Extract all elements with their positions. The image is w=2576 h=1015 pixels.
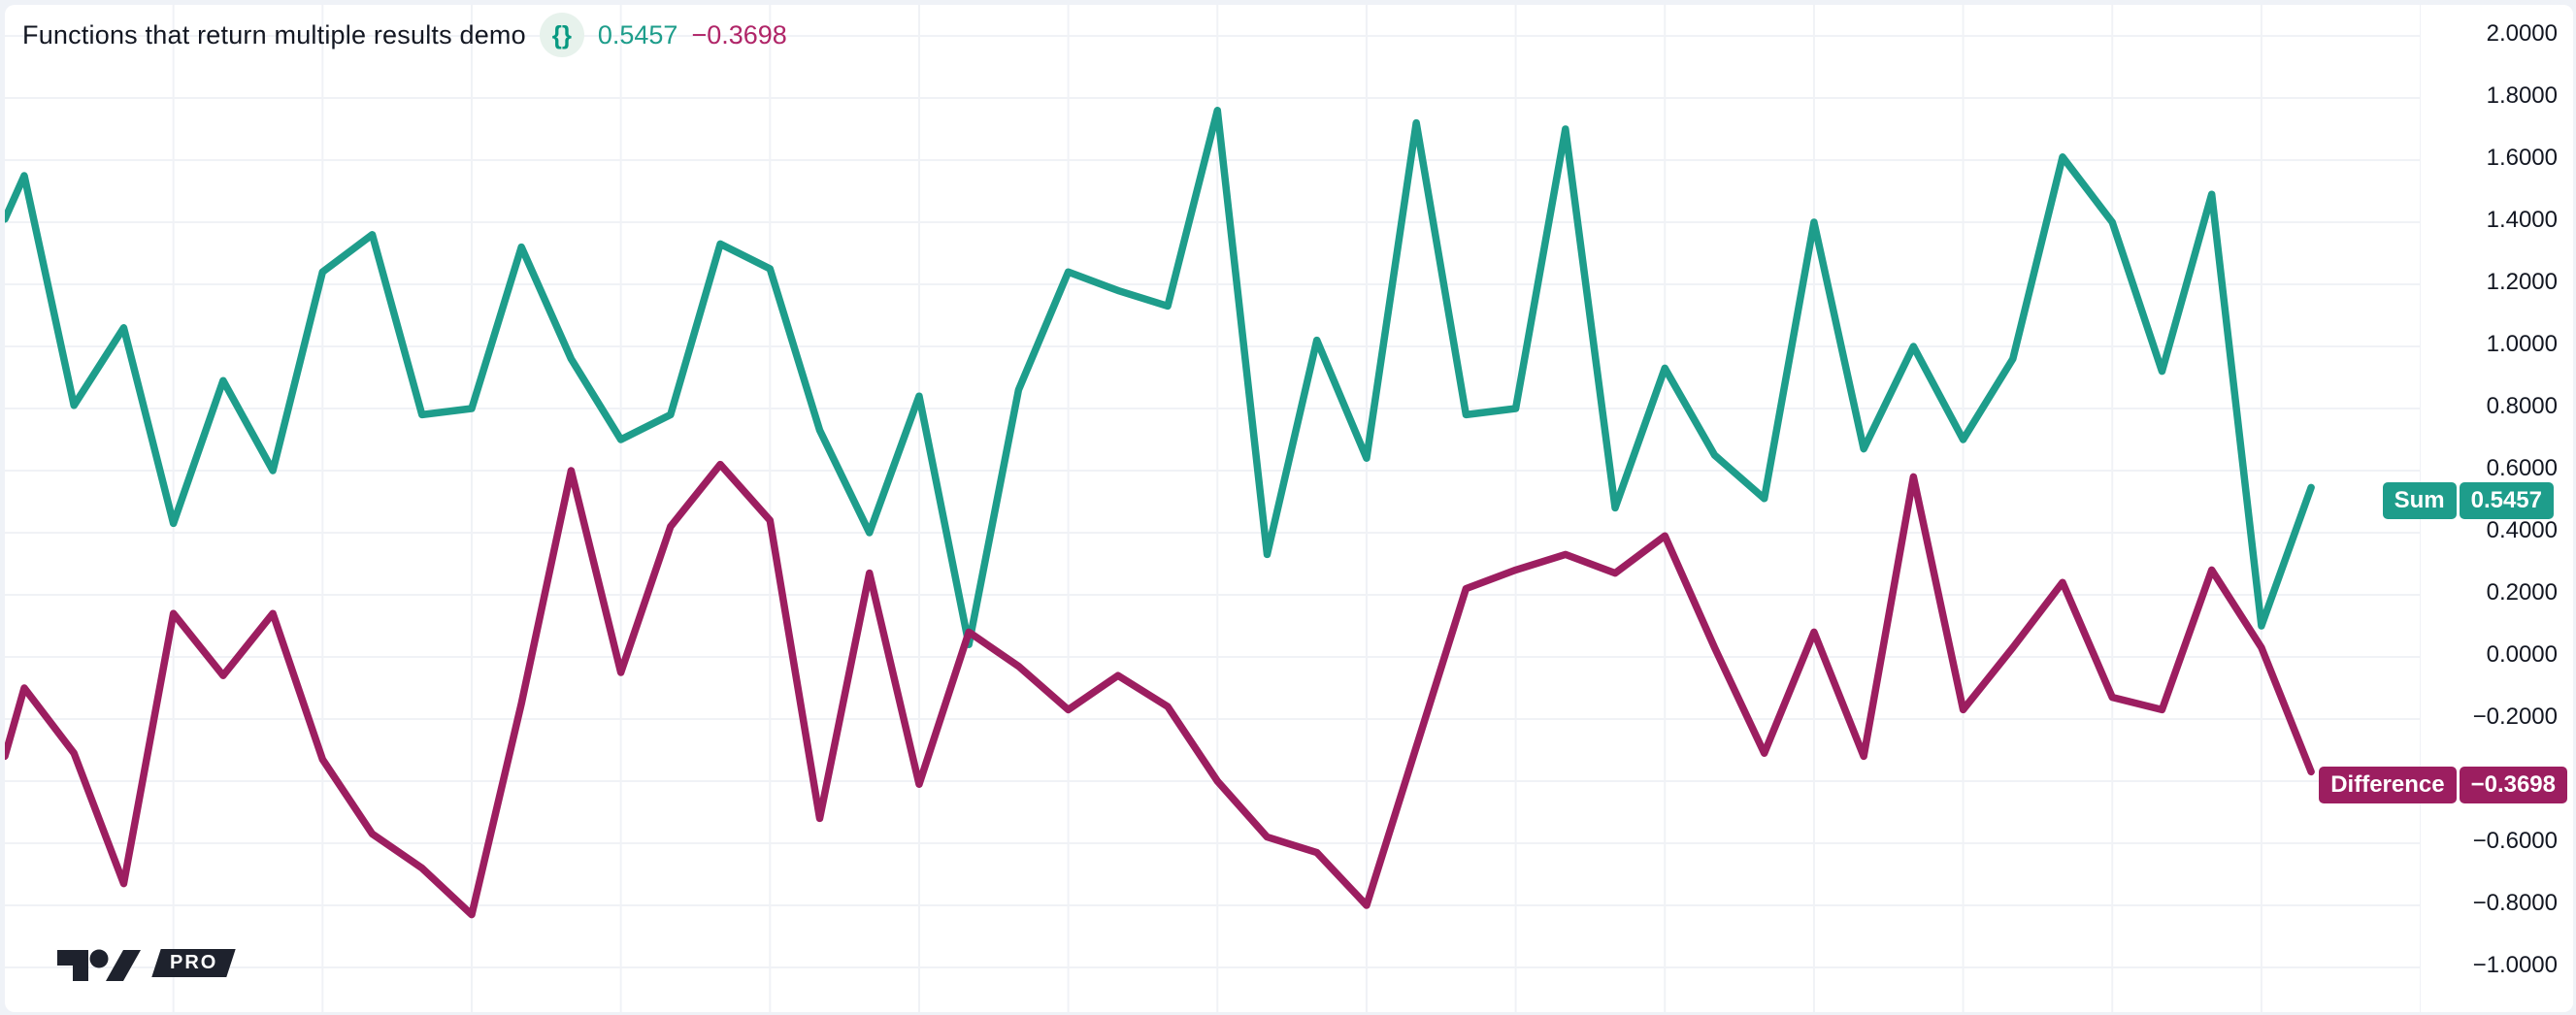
axis-tick-label: −0.6000 — [2472, 828, 2558, 854]
legend-diff-value: −0.3698 — [691, 19, 787, 49]
series-line-difference[interactable] — [5, 460, 2315, 919]
sum-badge-value: 0.5457 — [2459, 482, 2554, 520]
difference-badge-value: −0.3698 — [2459, 767, 2567, 804]
sum-badge-label: Sum — [2382, 482, 2457, 520]
difference-price-badge: Difference −0.3698 — [2319, 767, 2567, 804]
axis-tick-label: 1.4000 — [2486, 207, 2558, 233]
pro-badge-label: PRO — [170, 951, 218, 973]
axis-tick-label: −1.0000 — [2472, 952, 2558, 978]
difference-badge-label: Difference — [2319, 767, 2457, 804]
tradingview-logo[interactable]: PRO — [55, 940, 237, 985]
axis-tick-label: −0.2000 — [2472, 704, 2558, 730]
axis-tick-label: 0.0000 — [2486, 641, 2558, 668]
study-title: Functions that return multiple results d… — [22, 19, 526, 49]
sum-price-badge: Sum 0.5457 — [2382, 482, 2554, 520]
axis-tick-label: 2.0000 — [2486, 20, 2558, 47]
axis-tick-label: 0.8000 — [2486, 393, 2558, 419]
axis-tick-label: 0.2000 — [2486, 579, 2558, 606]
source-code-icon[interactable]: {} — [539, 13, 584, 57]
legend-sum-value: 0.5457 — [597, 19, 678, 49]
axis-tick-label: −0.8000 — [2472, 890, 2558, 916]
axis-tick-label: 1.2000 — [2486, 269, 2558, 295]
axis-tick-label: 1.6000 — [2486, 145, 2558, 171]
study-legend: Functions that return multiple results d… — [22, 13, 787, 57]
axis-tick-label: 1.0000 — [2486, 331, 2558, 357]
axis-tick-label: 1.8000 — [2486, 82, 2558, 109]
axis-tick-label: 0.4000 — [2486, 517, 2558, 543]
tradingview-mark-icon — [57, 949, 141, 981]
price-chart-canvas[interactable] — [5, 5, 2573, 1012]
axis-tick-label: 0.6000 — [2486, 455, 2558, 481]
pro-badge[interactable]: PRO — [151, 948, 237, 977]
chart-card: Functions that return multiple results d… — [5, 5, 2573, 1012]
series-line-sum[interactable] — [5, 107, 2315, 648]
